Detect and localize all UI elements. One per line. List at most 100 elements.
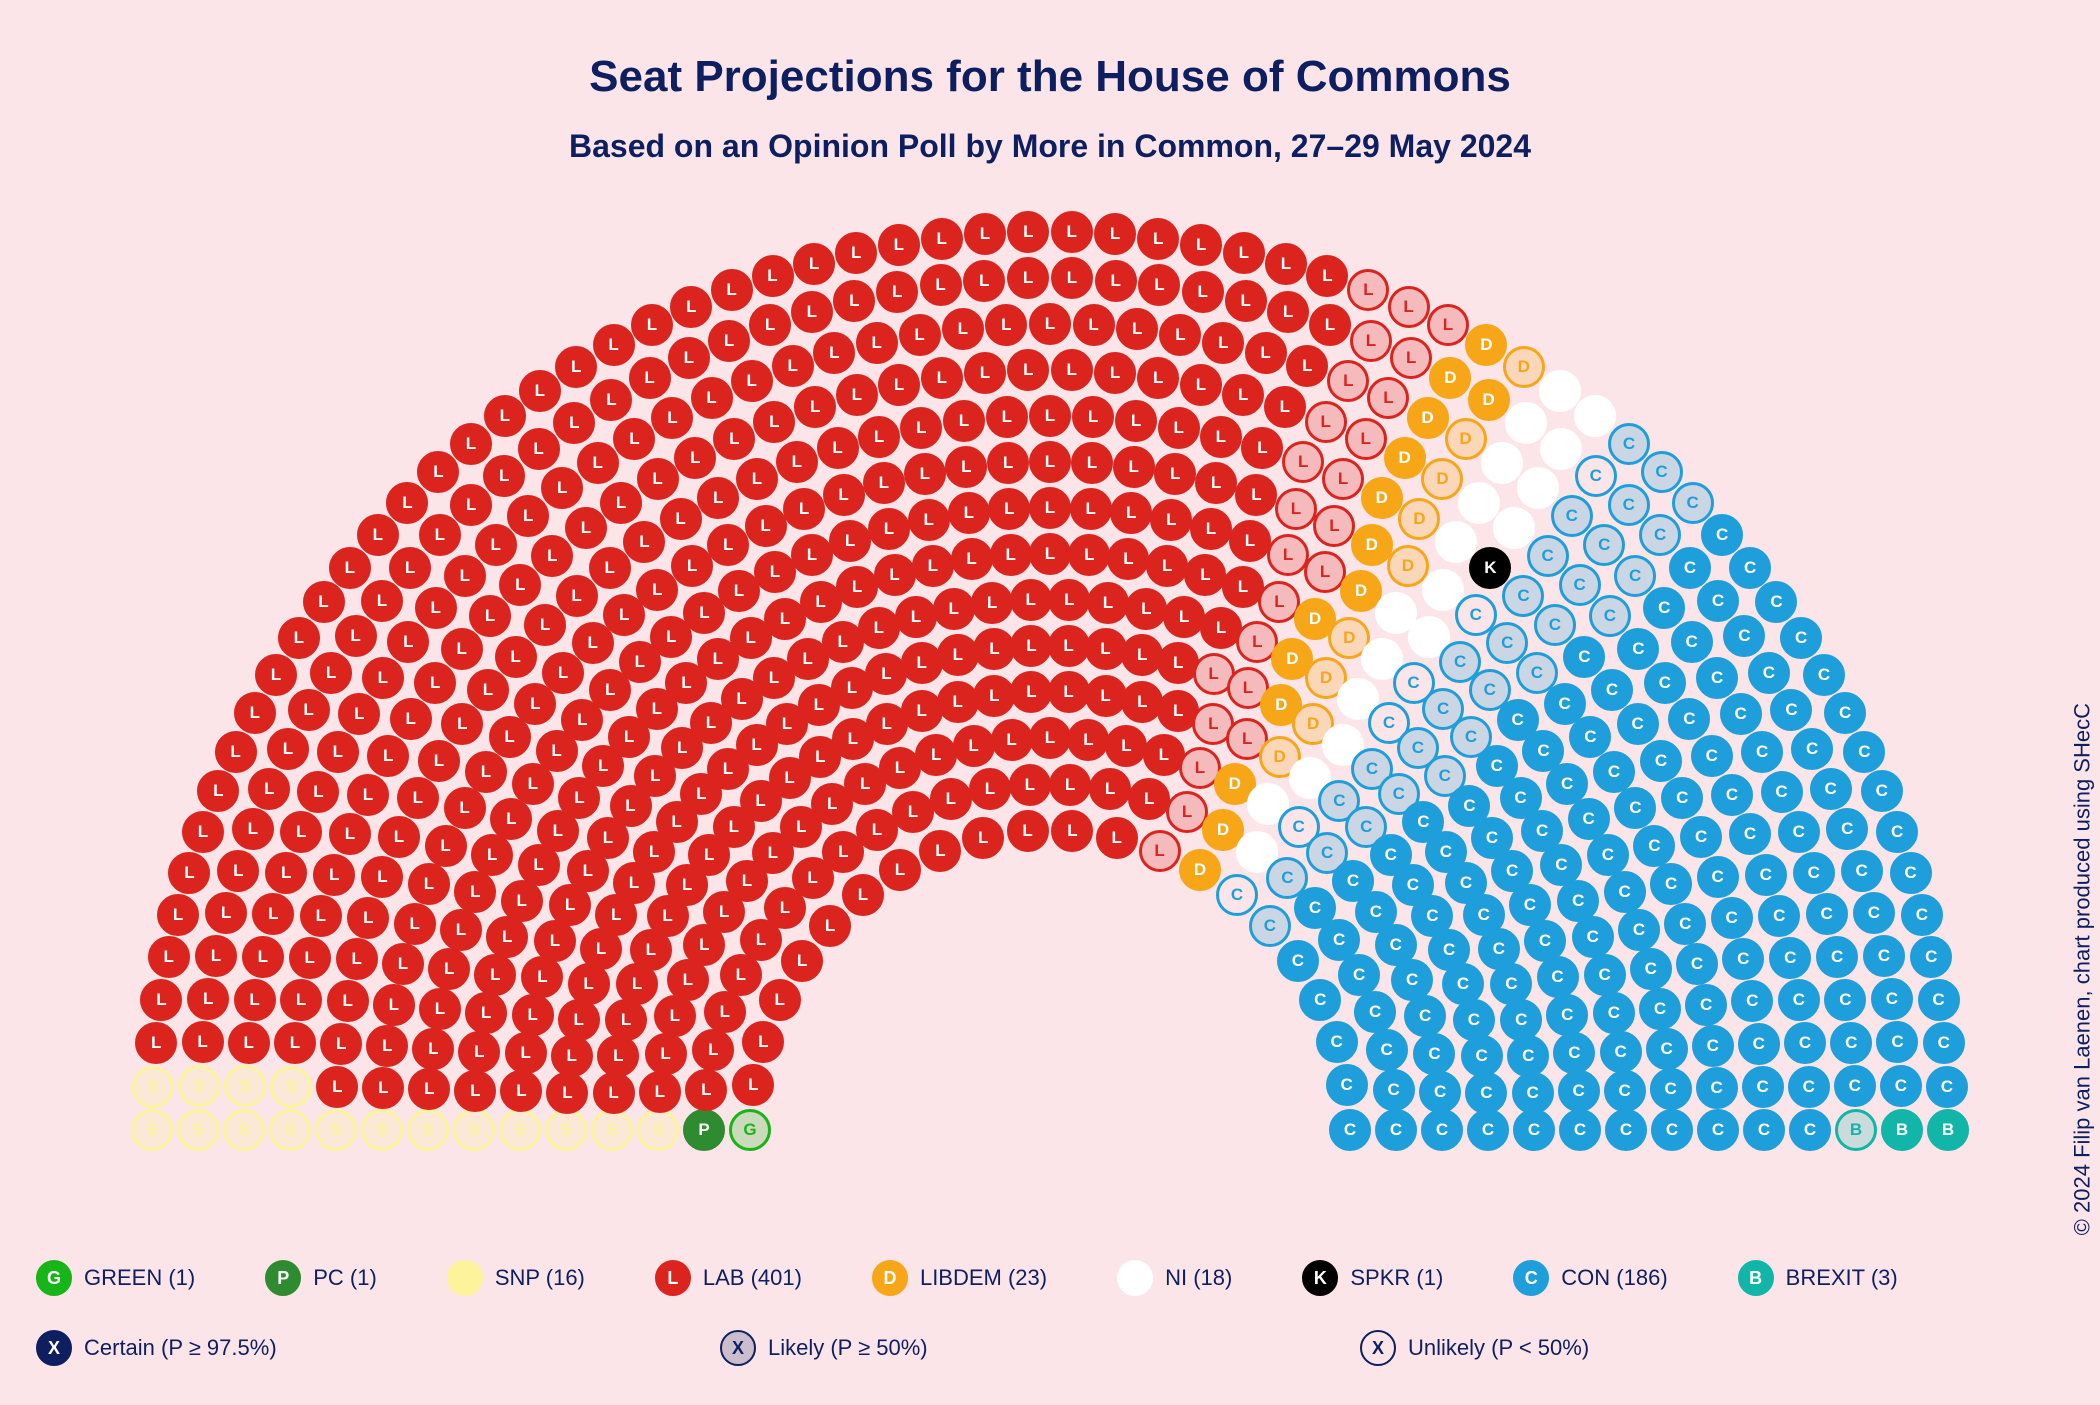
seat-con: C <box>1778 811 1820 853</box>
seat-lab: L <box>713 418 755 460</box>
seat-lab: L <box>1010 579 1052 621</box>
seat-con: C <box>1761 771 1803 813</box>
seat-snp: S <box>224 1065 266 1107</box>
seat-lab: L <box>1096 817 1138 859</box>
seat-lab: L <box>386 482 428 524</box>
seat-lab: L <box>316 1066 358 1108</box>
seat-con: C <box>1600 1031 1642 1073</box>
seat-lab: L <box>753 401 795 443</box>
seat-lab: L <box>1094 213 1136 255</box>
seat-lab: L <box>791 534 833 576</box>
seat-con: C <box>1664 903 1706 945</box>
seat-con: C <box>1605 1109 1647 1151</box>
seat-con: C <box>1608 423 1650 465</box>
chart-container: Seat Projections for the House of Common… <box>0 0 2100 1405</box>
seat-lab: L <box>1085 675 1127 717</box>
seat-lab: L <box>217 850 259 892</box>
seat-con: C <box>1639 514 1681 556</box>
seat-libdem: D <box>1398 498 1440 540</box>
certainty-label: Unlikely (P < 50%) <box>1408 1335 1589 1361</box>
seat-brexit: B <box>1881 1109 1923 1151</box>
seat-libdem: D <box>1384 437 1426 479</box>
seat-lab: L <box>1146 545 1188 587</box>
seat-lab: L <box>1158 407 1200 449</box>
seat-lab: L <box>303 581 345 623</box>
seat-con: C <box>1680 816 1722 858</box>
seat-lab: L <box>1029 533 1071 575</box>
seat-lab: L <box>1105 725 1147 767</box>
seat-lab: L <box>908 499 950 541</box>
seat-con: C <box>1880 1065 1922 1107</box>
chart-subtitle: Based on an Opinion Poll by More in Comm… <box>0 128 2100 165</box>
seat-con: C <box>1780 617 1822 659</box>
seat-con: C <box>1901 894 1943 936</box>
seat-lab: L <box>899 314 941 356</box>
seat-con: C <box>1639 988 1681 1030</box>
seat-lab: L <box>1245 332 1287 374</box>
seat-lab: L <box>731 360 773 402</box>
seat-lab: L <box>1275 488 1317 530</box>
seat-con: C <box>1741 731 1783 773</box>
seat-lab: L <box>953 725 995 767</box>
seat-con: C <box>1618 909 1660 951</box>
seat-lab: L <box>1067 719 1109 761</box>
legend-certainty-certain: XCertain (P ≥ 97.5%) <box>36 1330 277 1366</box>
seat-lab: L <box>300 895 342 937</box>
seat-lab: L <box>990 534 1032 576</box>
seat-con: C <box>1871 978 1913 1020</box>
seat-lab: L <box>1138 264 1180 306</box>
seat-lab: L <box>623 521 665 563</box>
seat-lab: L <box>637 458 679 500</box>
seat-snp: S <box>361 1109 403 1151</box>
seat-con: C <box>1604 1070 1646 1112</box>
seat-lab: L <box>274 1022 316 1064</box>
seat-lab: L <box>1068 534 1110 576</box>
legend-certainty-unlikely: XUnlikely (P < 50%) <box>1360 1330 1589 1366</box>
seat-lab: L <box>252 893 294 935</box>
seat-con: C <box>1575 455 1617 497</box>
seat-lab: L <box>964 213 1006 255</box>
seat-snp: S <box>270 1066 312 1108</box>
seat-con: C <box>1419 1071 1461 1113</box>
seat-lab: L <box>631 304 673 346</box>
legend-item-libdem: DLIBDEM (23) <box>872 1260 1047 1296</box>
seat-con: C <box>1784 1022 1826 1064</box>
seat-libdem: D <box>1468 379 1510 421</box>
seat-lab: L <box>732 1064 774 1106</box>
seat-con: C <box>1633 825 1675 867</box>
seat-lab: L <box>985 304 1027 346</box>
seat-con: C <box>1676 943 1718 985</box>
seat-lab: L <box>752 255 794 297</box>
seat-lab: L <box>1072 396 1114 438</box>
seat-lab: L <box>589 547 631 589</box>
seat-ni <box>1539 370 1581 412</box>
seat-snp: S <box>223 1109 265 1151</box>
seat-lab: L <box>157 894 199 936</box>
seat-lab: L <box>1073 304 1115 346</box>
seat-libdem: D <box>1179 849 1221 891</box>
seat-lab: L <box>1087 582 1129 624</box>
seat-lab: L <box>836 374 878 416</box>
seat-lab: L <box>692 1029 734 1071</box>
seat-con: C <box>1608 484 1650 526</box>
seat-con: C <box>1826 808 1868 850</box>
seat-con: C <box>1696 1067 1738 1109</box>
seat-lab: L <box>1051 211 1093 253</box>
seat-lab: L <box>863 462 905 504</box>
seat-green: G <box>729 1109 771 1151</box>
legend-item-pc: PPC (1) <box>265 1260 377 1296</box>
seat-lab: L <box>942 308 984 350</box>
seat-lab: L <box>600 482 642 524</box>
seat-ni <box>1505 402 1547 444</box>
seat-lab: L <box>1367 377 1409 419</box>
seat-lab: L <box>736 458 778 500</box>
seat-lab: L <box>1071 442 1113 484</box>
seat-con: C <box>1722 938 1764 980</box>
seat-lab: L <box>425 825 467 867</box>
seat-lab: L <box>555 346 597 388</box>
seat-con: C <box>1527 535 1569 577</box>
seat-con: C <box>1731 980 1773 1022</box>
seat-snp: S <box>131 1109 173 1151</box>
seat-con: C <box>1413 1033 1455 1075</box>
legend-swatch-snp: S <box>447 1260 483 1296</box>
